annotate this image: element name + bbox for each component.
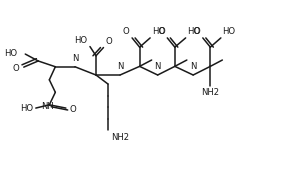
Text: HO: HO [74,36,87,45]
Text: HO: HO [5,49,18,58]
Text: N: N [190,62,196,71]
Text: NH2: NH2 [111,133,129,142]
Text: O: O [13,64,19,73]
Text: HO: HO [222,27,235,36]
Text: HO: HO [152,27,165,36]
Text: O: O [70,105,76,114]
Text: HO: HO [187,27,200,36]
Text: N: N [117,62,123,71]
Text: O: O [123,27,130,36]
Text: HO: HO [20,104,33,113]
Text: NH2: NH2 [201,89,219,98]
Text: N: N [154,62,161,71]
Text: N: N [72,54,78,63]
Text: O: O [105,37,112,46]
Text: NH: NH [41,102,54,111]
Text: O: O [194,27,200,36]
Text: O: O [158,27,165,36]
